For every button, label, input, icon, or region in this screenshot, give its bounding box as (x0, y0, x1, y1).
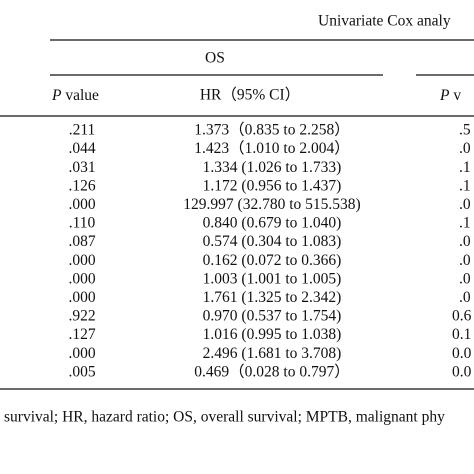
os-title: OS (205, 50, 225, 67)
table-cell: .1 (459, 215, 471, 232)
table-cell: .0 (459, 289, 471, 306)
footnote: survival; HR, hazard ratio; OS, overall … (4, 409, 445, 426)
table-cell: .110 (69, 215, 96, 232)
col-header-rest: v (453, 87, 461, 104)
table-cell: .5 (459, 122, 471, 139)
table-cell: .1 (459, 159, 471, 176)
table-cell: .0 (459, 140, 471, 157)
table-cell: 1.373（0.835 to 2.258） (194, 122, 349, 139)
table-cell: 0.162 (0.072 to 0.366) (203, 252, 342, 269)
table-cell: .000 (68, 345, 95, 362)
table-cell: 0.1 (452, 326, 471, 343)
group-title: Univariate Cox analy (318, 13, 451, 30)
table-cell: 129.997 (32.780 to 515.538) (183, 196, 360, 213)
table-cell: 0.0 (452, 345, 472, 362)
table-cell: .126 (68, 177, 95, 194)
table-cell: 1.172 (0.956 to 1.437) (203, 177, 342, 194)
table-cell: 0.6 (452, 308, 472, 325)
table-cell: 1.334 (1.026 to 1.733) (203, 159, 342, 176)
table-cell: .000 (68, 196, 95, 213)
table-cell: 0.840 (0.679 to 1.040) (203, 215, 342, 232)
table-cell: 0.970 (0.537 to 1.754) (203, 308, 342, 325)
table-cell: 0.0 (452, 363, 472, 380)
table-cell: .005 (68, 363, 95, 380)
table-cell: .0 (459, 196, 471, 213)
table-cell: .000 (68, 252, 95, 269)
col-header: P value (51, 87, 99, 104)
col-header-italic: P (51, 87, 62, 104)
table-cell: .922 (68, 308, 95, 325)
table-cell: 1.423（1.010 to 2.004） (194, 140, 349, 157)
table-cell: .087 (68, 233, 95, 250)
table-cell: .0 (459, 233, 471, 250)
table-cell: .031 (68, 159, 95, 176)
table-cell: 0.469（0.028 to 0.797） (194, 363, 349, 380)
table-cell: .0 (459, 252, 471, 269)
col-header: HR（95% CI） (200, 87, 300, 104)
col-header-italic: P (439, 87, 450, 104)
table-cell: .127 (68, 326, 95, 343)
col-header: P v (439, 87, 461, 104)
col-header-rest: value (65, 87, 99, 104)
table-cell: .0 (459, 270, 471, 287)
table-cell: 1.003 (1.001 to 1.005) (203, 270, 342, 287)
table-cell: .000 (68, 289, 95, 306)
table-cell: 2.496 (1.681 to 3.708) (203, 345, 342, 362)
table-cell: 0.574 (0.304 to 1.083) (203, 233, 342, 250)
table-cell: .044 (68, 140, 95, 157)
table-cell: 1.016 (0.995 to 1.038) (203, 326, 342, 343)
table-cell: .211 (69, 122, 96, 139)
table-cell: .000 (68, 270, 95, 287)
table-cell: 1.761 (1.325 to 2.342) (203, 289, 342, 306)
table-cell: .1 (459, 177, 471, 194)
